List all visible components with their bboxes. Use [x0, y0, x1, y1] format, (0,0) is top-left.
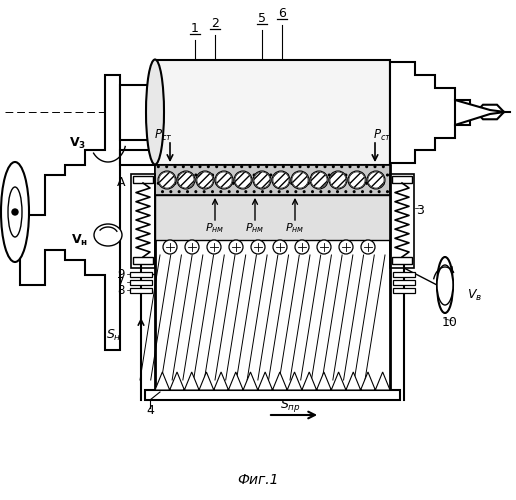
Polygon shape: [476, 104, 504, 120]
Text: A: A: [117, 176, 125, 188]
Text: 10: 10: [442, 316, 458, 330]
Circle shape: [253, 171, 271, 189]
Circle shape: [158, 171, 176, 189]
Circle shape: [339, 240, 353, 254]
Text: $S_н$: $S_н$: [106, 328, 121, 342]
Circle shape: [272, 171, 290, 189]
Bar: [390, 174, 414, 268]
Text: 7: 7: [118, 276, 125, 288]
Ellipse shape: [437, 257, 453, 313]
Circle shape: [329, 171, 347, 189]
Circle shape: [12, 209, 18, 215]
Text: $\mathbf{V_н}$: $\mathbf{V_н}$: [71, 232, 89, 248]
Circle shape: [295, 240, 309, 254]
Bar: [393, 280, 415, 285]
Circle shape: [229, 240, 243, 254]
Text: 5: 5: [258, 12, 266, 25]
Bar: [133, 257, 153, 264]
Text: 1: 1: [191, 22, 199, 35]
Bar: [155, 165, 390, 390]
Ellipse shape: [437, 265, 453, 305]
Text: $P_{нм}$: $P_{нм}$: [285, 221, 304, 235]
Ellipse shape: [94, 224, 122, 246]
Bar: [392, 257, 412, 264]
Bar: [120, 150, 155, 165]
Bar: [145, 390, 400, 400]
Text: $P_{ст}$: $P_{ст}$: [373, 128, 391, 142]
Bar: [155, 195, 390, 240]
Bar: [393, 288, 415, 293]
Circle shape: [177, 171, 195, 189]
Text: $\mathbf{V_3}$: $\mathbf{V_3}$: [70, 136, 87, 150]
Ellipse shape: [146, 60, 164, 164]
Circle shape: [348, 171, 366, 189]
Circle shape: [207, 240, 221, 254]
Text: 8: 8: [118, 284, 125, 296]
Text: 9: 9: [118, 268, 125, 280]
Text: $V_в$: $V_в$: [467, 288, 482, 302]
Bar: [393, 272, 415, 277]
Bar: [130, 288, 152, 293]
Text: 4: 4: [146, 404, 154, 416]
Text: Фиг.1: Фиг.1: [237, 473, 279, 487]
Polygon shape: [20, 75, 120, 350]
Bar: [133, 176, 153, 183]
Circle shape: [196, 171, 214, 189]
Circle shape: [234, 171, 252, 189]
Circle shape: [367, 171, 385, 189]
Bar: [120, 85, 155, 140]
Circle shape: [163, 240, 177, 254]
Circle shape: [273, 240, 287, 254]
Circle shape: [185, 240, 199, 254]
Circle shape: [317, 240, 331, 254]
Bar: [130, 280, 152, 285]
Text: 2: 2: [211, 17, 219, 30]
Ellipse shape: [8, 187, 22, 237]
Bar: [155, 165, 390, 195]
Circle shape: [310, 171, 328, 189]
Polygon shape: [155, 372, 390, 390]
Bar: [131, 174, 155, 268]
Ellipse shape: [1, 162, 29, 262]
Text: $P_{нм}$: $P_{нм}$: [245, 221, 265, 235]
Circle shape: [361, 240, 375, 254]
Circle shape: [215, 171, 233, 189]
Text: $P_{ст}$: $P_{ст}$: [154, 128, 172, 142]
Bar: [155, 60, 390, 165]
Circle shape: [251, 240, 265, 254]
Text: $P_{нм}$: $P_{нм}$: [205, 221, 224, 235]
Text: 3: 3: [416, 204, 424, 216]
Polygon shape: [455, 100, 505, 125]
Circle shape: [291, 171, 309, 189]
Text: $S_{пр}$: $S_{пр}$: [280, 396, 300, 413]
Bar: [130, 272, 152, 277]
Text: 6: 6: [278, 7, 286, 20]
Bar: [392, 176, 412, 183]
Polygon shape: [390, 62, 470, 163]
